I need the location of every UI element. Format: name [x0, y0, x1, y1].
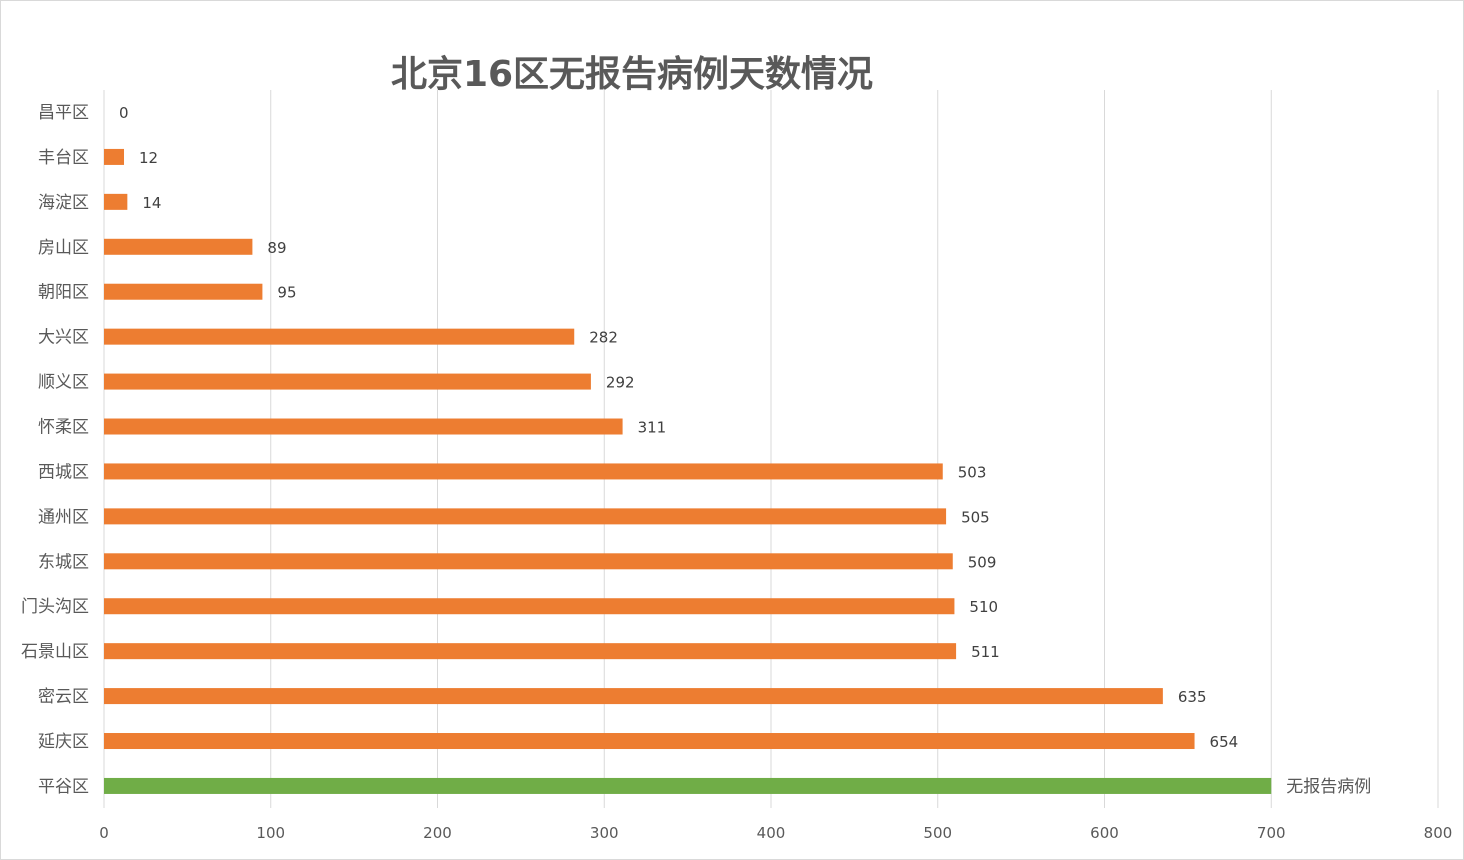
data-labels: 0 12 14 89 95 282 292 311 503 505 509 510 511 635 654 无…	[119, 104, 1371, 797]
bar	[104, 193, 128, 210]
data-label: 635	[1178, 688, 1207, 706]
category-label: 延庆区	[38, 732, 89, 752]
data-label: 95	[277, 284, 296, 302]
data-label: 505	[961, 508, 990, 526]
category-labels: 昌平区丰台区海淀区房山区朝阳区大兴区顺义区怀柔区西城区通州区东城区门头沟区石景山…	[21, 103, 89, 797]
bar	[104, 418, 623, 435]
category-label: 东城区	[38, 552, 89, 572]
category-label: 顺义区	[38, 373, 89, 393]
bar	[104, 508, 947, 525]
category-label: 大兴区	[38, 328, 89, 348]
bar	[104, 148, 125, 165]
data-label: 654	[1210, 733, 1239, 751]
x-tick-label: 500	[923, 824, 952, 842]
bar	[104, 733, 1195, 750]
category-label: 密云区	[38, 687, 89, 707]
x-tick-label: 100	[256, 824, 285, 842]
data-label: 311	[638, 419, 667, 437]
bar	[104, 373, 591, 390]
category-label: 朝阳区	[38, 283, 89, 303]
bar	[104, 777, 1272, 794]
data-label: 282	[589, 329, 618, 347]
x-tick-label: 800	[1424, 824, 1453, 842]
x-axis-tick-labels: 0 100 200 300 400 500 600 700 800	[99, 824, 1452, 842]
data-label: 14	[142, 194, 161, 212]
bar	[104, 553, 953, 570]
bar	[104, 643, 957, 660]
data-label: 511	[971, 643, 1000, 661]
category-label: 门头沟区	[21, 597, 89, 617]
data-label: 503	[958, 463, 987, 481]
data-label: 292	[606, 374, 635, 392]
chart-title: 北京16区无报告病例天数情况	[391, 53, 873, 95]
bar	[104, 328, 575, 345]
bar	[104, 688, 1163, 705]
x-tick-label: 0	[99, 824, 109, 842]
data-label: 无报告病例	[1286, 777, 1371, 797]
category-label: 昌平区	[38, 103, 89, 123]
data-label: 509	[968, 553, 997, 571]
category-label: 丰台区	[38, 148, 89, 168]
category-label: 西城区	[38, 462, 89, 482]
x-tick-label: 700	[1257, 824, 1286, 842]
bar	[104, 283, 263, 300]
x-tick-label: 200	[423, 824, 452, 842]
data-label: 0	[119, 104, 129, 122]
category-label: 平谷区	[38, 777, 89, 797]
category-label: 房山区	[38, 238, 89, 258]
x-tick-label: 300	[590, 824, 619, 842]
category-label: 通州区	[38, 507, 89, 527]
bar	[104, 598, 955, 615]
bars	[104, 148, 1272, 794]
data-label: 12	[139, 149, 158, 167]
category-label: 怀柔区	[38, 418, 89, 438]
x-tick-label: 600	[1090, 824, 1119, 842]
bar	[104, 463, 943, 480]
x-tick-label: 400	[757, 824, 786, 842]
data-label: 89	[267, 239, 286, 257]
category-label: 石景山区	[21, 642, 89, 662]
bar	[104, 238, 253, 255]
data-label: 510	[969, 598, 998, 616]
category-label: 海淀区	[38, 193, 89, 213]
